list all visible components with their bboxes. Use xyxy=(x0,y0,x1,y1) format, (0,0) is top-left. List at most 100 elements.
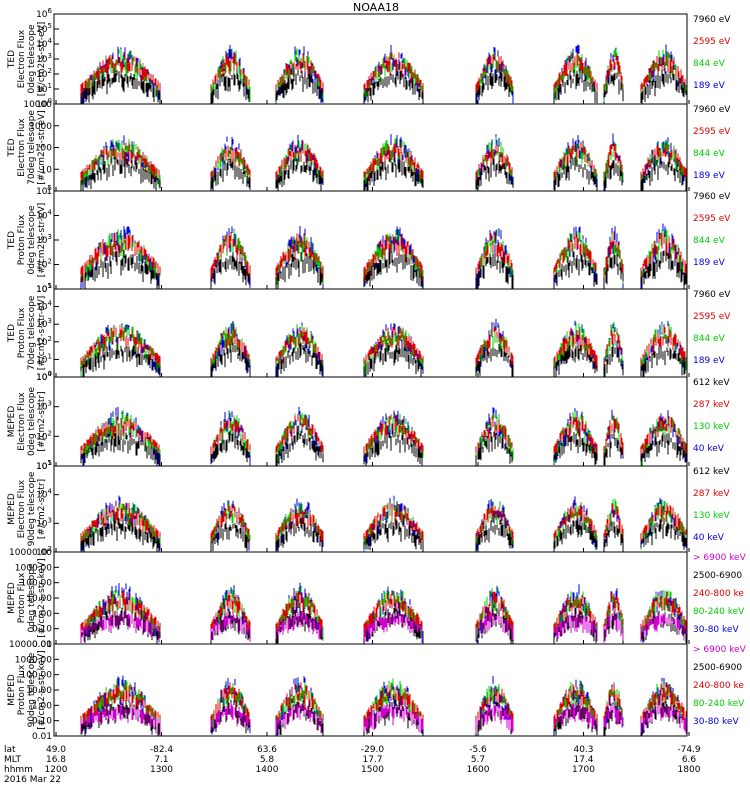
panel-8-ytick-label: 1000.00 xyxy=(15,655,52,665)
footer-value: 1200 xyxy=(45,765,68,775)
panel-8-legend-1: > 6900 keV xyxy=(693,645,747,655)
panel-4-series-1 xyxy=(80,342,688,377)
panel-2-ylabel: TEDElectron Flux70deg telescope[#/cm2-s-… xyxy=(7,110,47,185)
panel-2-legend-1: 7960 eV xyxy=(693,105,731,115)
panel-6-series-1 xyxy=(80,517,687,552)
footer-value: -29.0 xyxy=(361,745,385,755)
chart-title: NOAA18 xyxy=(353,1,399,14)
panel-6-legend-1: 612 keV xyxy=(693,467,730,477)
footer-value: 17.7 xyxy=(362,755,382,765)
panel-4-legend-3: 844 eV xyxy=(693,334,726,344)
footer-value: 5.8 xyxy=(260,755,275,765)
panel-6-ylabel: MEPEDElectron Flux90deg telescope[#/cm2-… xyxy=(7,471,47,546)
panel-8-legend-3: 240-800 ke xyxy=(693,681,744,691)
panel-7-legend-1: > 6900 keV xyxy=(693,553,747,563)
panel-3-legend-4: 189 eV xyxy=(693,258,726,268)
footer-value: 49.0 xyxy=(46,745,66,755)
panel-1-ytick-label: 106 xyxy=(36,7,52,20)
panel-6-legend-4: 40 keV xyxy=(693,533,725,543)
panel-7-legend-5: 30-80 keV xyxy=(693,625,739,635)
panel-8: 0.01 0.10 1.00 10.00 100.00 1000.00 10000.00ME… xyxy=(7,640,747,742)
footer-value: 1300 xyxy=(150,765,173,775)
panel-5-series-1 xyxy=(80,430,688,466)
panel-1-legend-3: 844 eV xyxy=(693,59,726,69)
panel-3-legend-2: 2595 eV xyxy=(693,214,731,224)
panel-6-legend-2: 287 keV xyxy=(693,489,730,499)
panel-3-legend-3: 844 eV xyxy=(693,236,726,246)
panel-7-ytick-label: 0.01 xyxy=(32,640,52,650)
panel-5-legend-3: 130 keV xyxy=(693,422,730,432)
panel-2-ytick-label: 1000 xyxy=(29,122,52,132)
panel-1-series-2 xyxy=(80,51,688,98)
panel-4-legend-4: 189 eV xyxy=(693,356,726,366)
footer-value: 1500 xyxy=(361,765,384,775)
panel-1-ylabel: TEDElectron Flux0deg telescope[#/cm2-s-s… xyxy=(7,22,47,97)
panel-7-ytick-label: 1000.00 xyxy=(15,563,52,573)
panel-5-ylabel: MEPEDElectron Flux0deg telescope[#/cm2-s… xyxy=(7,387,47,457)
panel-2-ytick-label: 1 xyxy=(46,187,52,197)
panel-8-ytick-label: 10.00 xyxy=(26,686,52,696)
footer-label-hhmm: hhmm xyxy=(4,765,33,775)
panel-2-ytick-label: 10 xyxy=(41,165,53,175)
footer-value: 16.8 xyxy=(46,755,66,765)
footer-value: -5.6 xyxy=(469,745,487,755)
panel-7-series-1 xyxy=(80,611,688,644)
panel-4-legend-1: 7960 eV xyxy=(693,290,731,300)
footer-value: -74.9 xyxy=(677,745,701,755)
footer-value: -82.4 xyxy=(150,745,174,755)
footer-value: 1400 xyxy=(256,765,279,775)
panel-7-legend-2: 2500-6900 xyxy=(693,571,742,581)
panel-4-ytick-label: 105 xyxy=(36,282,52,295)
footer-label-mlt: MLT xyxy=(4,755,22,765)
panel-7: 0.010.101.0010.00100.001000.0010000.00ME… xyxy=(7,548,747,650)
panel-1-series-3 xyxy=(80,48,688,104)
panel-4-legend-2: 2595 eV xyxy=(693,312,731,322)
footer-value: 5.7 xyxy=(471,755,485,765)
panel-5-legend-1: 612 keV xyxy=(693,378,730,388)
panel-1-series-1 xyxy=(80,69,688,104)
footer-label-lat: lat xyxy=(4,745,16,755)
panel-8-ytick-label: 0.10 xyxy=(32,717,52,727)
panel-8-ylabel: MEPEDProton Flux90deg telescope[#/cm2-s-… xyxy=(7,650,47,729)
panel-8-legend-4: 80-240 keV xyxy=(693,699,745,709)
panel-8-legend-2: 2500-6900 xyxy=(693,663,742,673)
panel-8-ytick-label: 1.00 xyxy=(32,701,52,711)
panel-2-series-1 xyxy=(80,156,687,191)
footer-value: 7.1 xyxy=(154,755,168,765)
panel-4-ylabel: TEDProton Flux70deg telescope[#/cm2-s-st… xyxy=(7,295,47,370)
panel-5-legend-2: 287 keV xyxy=(693,400,730,410)
panel-3-series-1 xyxy=(80,250,687,289)
panel-7-ytick-label: 10000.00 xyxy=(9,548,52,558)
footer-value: 1800 xyxy=(678,765,701,775)
panel-8-series-1 xyxy=(80,702,687,736)
panel-7-legend-4: 80-240 keV xyxy=(693,607,745,617)
panel-2-legend-3: 844 eV xyxy=(693,149,726,159)
panel-2-ytick-label: 100 xyxy=(35,144,52,154)
panel-3-legend-1: 7960 eV xyxy=(693,192,731,202)
panel-8-ytick-label: 10000.00 xyxy=(9,640,52,650)
footer-value: 1700 xyxy=(572,765,595,775)
panel-1-legend-1: 7960 eV xyxy=(693,15,731,25)
panel-2-legend-2: 2595 eV xyxy=(693,127,731,137)
panel-8-ytick-label: 100.00 xyxy=(21,671,53,681)
footer-value: 17.4 xyxy=(573,755,593,765)
footer-value: 6.6 xyxy=(682,755,697,765)
panel-7-ytick-label: 10.00 xyxy=(26,594,52,604)
panel-7-ytick-label: 1.00 xyxy=(32,609,52,619)
panel-8-legend-5: 30-80 keV xyxy=(693,717,739,727)
panel-3-ylabel: TEDProton Flux0deg telescope[#/cm2-s-str… xyxy=(7,203,47,278)
footer-value: 1600 xyxy=(467,765,490,775)
footer-value: 63.6 xyxy=(257,745,277,755)
footer-value: 40.3 xyxy=(573,745,593,755)
panel-2-series-4 xyxy=(80,133,688,191)
panel-5-legend-4: 40 keV xyxy=(693,444,725,454)
panel-7-ytick-label: 100.00 xyxy=(21,579,53,589)
panel-7-series-4 xyxy=(80,587,687,643)
